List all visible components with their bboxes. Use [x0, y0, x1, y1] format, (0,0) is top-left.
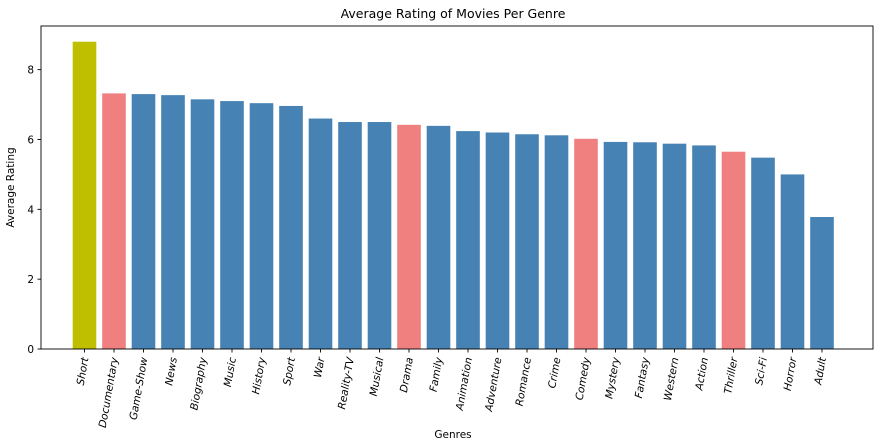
bar-crime: [544, 135, 569, 349]
x-tick-label: Game-Show: [128, 356, 151, 421]
bar-history: [249, 103, 274, 349]
bar-western: [662, 143, 687, 349]
x-tick-label: History: [250, 356, 268, 396]
bar-game-show: [131, 94, 156, 349]
x-tick-label: Music: [222, 356, 239, 388]
bar-animation: [456, 131, 480, 349]
bar-family: [426, 125, 451, 350]
x-tick-label: Crime: [546, 356, 563, 389]
x-tick-label: Adventure: [483, 356, 504, 413]
chart-title: Average Rating of Movies Per Genre: [341, 6, 566, 21]
x-tick-label: Animation: [454, 356, 475, 412]
y-tick-label: 6: [27, 134, 34, 146]
bar-drama: [397, 124, 421, 349]
bar-thriller: [721, 151, 746, 349]
bar-war: [308, 118, 333, 349]
bar-short: [72, 41, 97, 350]
x-axis: Short Documentary Game-Show News Biography Mu…: [75, 349, 829, 429]
bar-comedy: [574, 138, 598, 349]
bar-sci-fi: [751, 157, 775, 349]
y-tick-label: 2: [27, 274, 34, 286]
x-tick-label: Sci-Fi: [753, 356, 770, 386]
x-tick-label: Sport: [281, 356, 298, 387]
x-tick-label: War: [312, 356, 328, 379]
x-tick-label: Short: [75, 356, 92, 387]
x-tick-label: Drama: [398, 356, 416, 393]
bar-horror: [780, 174, 805, 349]
x-tick-label: Fantasy: [633, 356, 652, 400]
x-tick-label: News: [163, 356, 180, 387]
bar-action: [692, 145, 716, 349]
bar-fantasy: [633, 142, 657, 349]
x-tick-label: Horror: [782, 356, 800, 392]
x-tick-label: Comedy: [574, 356, 593, 402]
x-tick-label: Reality-TV: [336, 356, 357, 411]
x-tick-label: Documentary: [97, 356, 121, 429]
plot-frame: [40, 25, 874, 350]
bar-adventure: [485, 132, 510, 349]
y-tick-label: 0: [27, 344, 34, 356]
y-tick-label: 4: [27, 204, 34, 216]
bar-sport: [279, 105, 303, 350]
x-tick-label: Biography: [188, 356, 209, 412]
x-tick-label: Mystery: [603, 356, 622, 400]
y-axis-label: Average Rating: [5, 147, 17, 227]
bar-musical: [367, 122, 392, 349]
bar-mystery: [603, 141, 628, 349]
x-tick-label: Family: [428, 356, 446, 393]
y-axis: 0 2 4 6 8: [27, 65, 41, 356]
x-tick-label: Thriller: [722, 356, 740, 395]
bar-documentary: [102, 93, 126, 349]
bar-news: [161, 95, 185, 349]
bar-reality-tv: [338, 122, 362, 349]
x-tick-label: Action: [693, 356, 711, 392]
x-tick-label: Romance: [514, 356, 534, 407]
bars-group: [72, 41, 834, 350]
bar-romance: [515, 134, 539, 349]
bar-adult: [810, 217, 834, 349]
x-tick-label: Western: [662, 356, 681, 401]
bar-music: [220, 101, 244, 349]
x-tick-label: Musical: [368, 356, 387, 397]
bar-biography: [190, 99, 215, 349]
x-tick-label: Adult: [812, 356, 829, 387]
x-axis-label: Genres: [434, 429, 471, 441]
y-tick-label: 8: [27, 65, 34, 77]
